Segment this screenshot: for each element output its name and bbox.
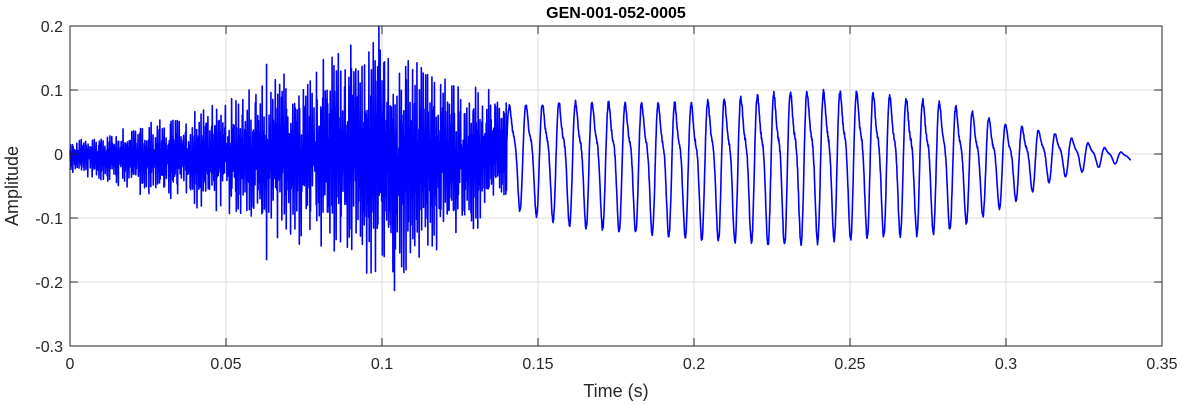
y-tick-label: 0 — [54, 147, 63, 164]
x-tick-label: 0 — [66, 356, 75, 373]
x-tick-label: 0.35 — [1146, 356, 1177, 373]
x-tick-label: 0.05 — [210, 356, 241, 373]
x-axis-label: Time (s) — [583, 381, 648, 401]
y-tick-label: -0.3 — [35, 339, 63, 356]
x-tick-label: 0.3 — [995, 356, 1017, 373]
y-tick-label: 0.1 — [41, 83, 63, 100]
x-tick-label: 0.15 — [522, 356, 553, 373]
ticks: 0 0.05 0.1 0.15 0.2 0.25 0.3 0.35 -0.3 -0.2 -0.1 0 0… — [35, 19, 1177, 373]
x-tick-label: 0.2 — [683, 356, 705, 373]
plot-frame — [69, 25, 1163, 347]
chart-title: GEN-001-052-0005 — [546, 5, 686, 22]
signal-line — [69, 25, 1132, 292]
x-tick-label: 0.25 — [834, 356, 865, 373]
y-tick-label: -0.2 — [35, 275, 63, 292]
y-axis-label: Amplitude — [2, 146, 22, 226]
y-tick-label: -0.1 — [35, 211, 63, 228]
y-tick-label: 0.2 — [41, 19, 63, 36]
signal-group — [69, 25, 1132, 292]
x-tick-label: 0.1 — [371, 356, 393, 373]
